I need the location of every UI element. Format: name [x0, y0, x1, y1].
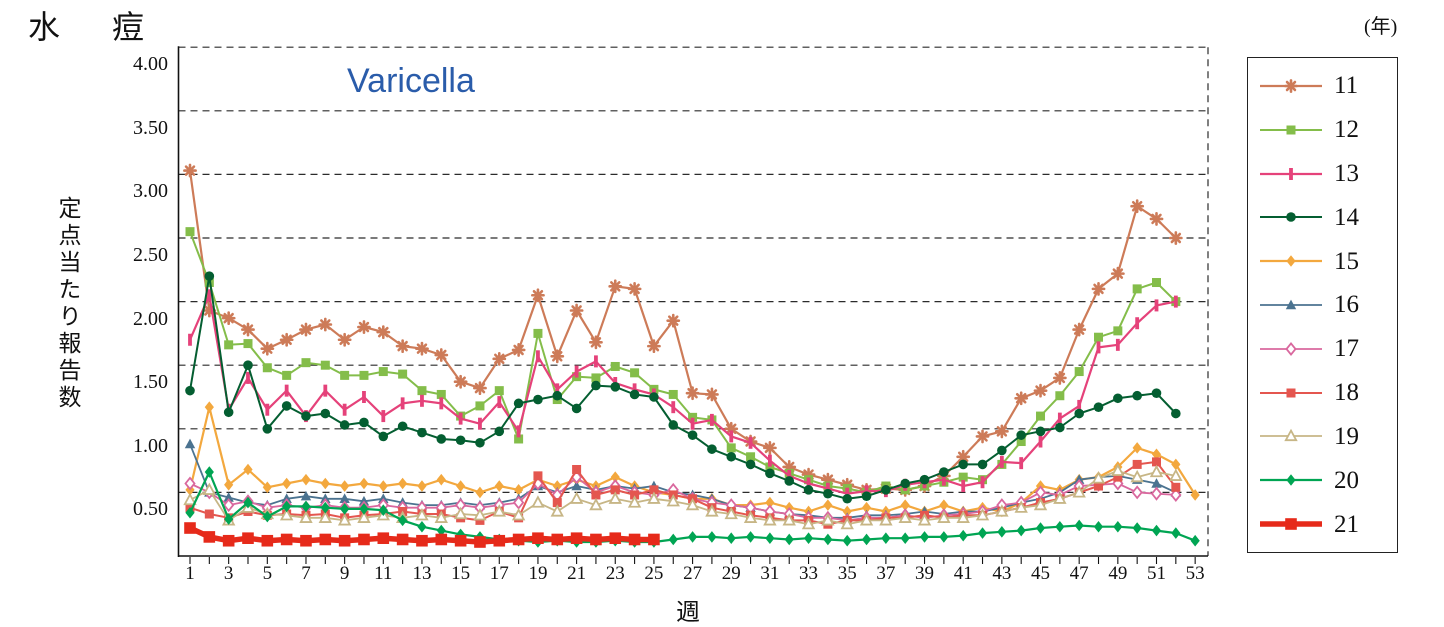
legend-diamond-icon	[1260, 474, 1322, 487]
x-tick-label: 51	[1147, 563, 1166, 584]
legend-item-12: 12	[1258, 117, 1397, 143]
x-tick-label: 5	[262, 563, 273, 584]
legend-item-11: 11	[1258, 73, 1397, 99]
series-14	[185, 271, 1181, 504]
legend-label: 12	[1334, 116, 1359, 144]
legend-label: 21	[1334, 510, 1359, 538]
legend-unit-label: (年)	[1364, 16, 1398, 38]
x-tick-label: 17	[489, 563, 509, 584]
x-tick-label: 45	[1031, 563, 1051, 584]
y-tick-label: 2.50	[133, 244, 168, 266]
legend-square-icon	[1260, 125, 1322, 135]
x-tick-label: 47	[1069, 563, 1089, 584]
legend-label: 15	[1334, 247, 1359, 275]
page-title: 水 痘	[28, 9, 155, 45]
legend-vbar-icon	[1260, 167, 1322, 180]
legend-item-16: 16	[1258, 292, 1397, 318]
x-tick-label: 31	[760, 563, 780, 584]
y-tick-label: 1.00	[133, 434, 168, 457]
y-tick-label: 1.50	[133, 371, 168, 394]
x-tick-label: 35	[837, 563, 857, 584]
y-tick-label: 3.50	[133, 116, 168, 139]
x-tick-label: 43	[992, 563, 1012, 584]
legend-diamond-icon	[1260, 255, 1322, 267]
legend: 11 12 13 14 15 16 17 18 19 20 21	[1247, 57, 1398, 553]
legend-label: 11	[1334, 72, 1359, 100]
legend-label: 16	[1334, 291, 1359, 319]
legend-item-13: 13	[1258, 161, 1397, 187]
legend-triangle-open-icon	[1260, 429, 1322, 442]
x-tick-label: 1	[185, 563, 195, 584]
legend-label: 19	[1334, 422, 1359, 450]
legend-item-14: 14	[1258, 204, 1397, 230]
x-tick-label: 21	[567, 563, 587, 584]
x-tick-label: 27	[683, 563, 703, 584]
y-tick-label: 4.00	[133, 53, 168, 76]
x-axis-title: 週	[676, 599, 700, 626]
y-tick-label: 2.00	[133, 307, 168, 330]
legend-item-19: 19	[1258, 423, 1397, 449]
gridlines	[178, 46, 1208, 493]
legend-label: 13	[1334, 160, 1359, 188]
y-axis-title: 定点当たり報告数	[55, 196, 80, 412]
x-tick-label: 53	[1185, 563, 1205, 584]
series-21	[184, 522, 660, 548]
chart-overlay-title: Varicella	[347, 62, 475, 100]
x-tick-label: 33	[799, 563, 819, 584]
y-tick-label: 0.50	[133, 498, 168, 521]
x-tick-label: 9	[339, 563, 350, 584]
legend-label: 17	[1334, 335, 1359, 363]
x-tick-label: 11	[374, 563, 393, 584]
legend-item-18: 18	[1258, 380, 1397, 406]
x-tick-label: 49	[1108, 563, 1128, 584]
legend-item-15: 15	[1258, 248, 1397, 274]
legend-label: 20	[1334, 466, 1359, 494]
x-tick-label: 13	[412, 563, 432, 584]
x-tick-label: 15	[451, 563, 471, 584]
axes	[177, 46, 1208, 564]
legend-triangle-icon	[1260, 299, 1322, 310]
legend-item-17: 17	[1258, 336, 1397, 362]
legend-asterisk-icon	[1260, 79, 1322, 93]
x-tick-label: 29	[721, 563, 741, 584]
x-tick-label: 37	[876, 563, 896, 584]
legend-item-20: 20	[1258, 467, 1397, 493]
y-tick-label: 3.00	[133, 180, 168, 203]
x-tick-label: 3	[223, 563, 234, 584]
x-tick-label: 23	[605, 563, 625, 584]
legend-label: 18	[1334, 379, 1359, 407]
legend-square-icon	[1260, 388, 1322, 398]
series-12	[185, 227, 1181, 497]
legend-diamond-open-icon	[1260, 341, 1322, 356]
x-tick-label: 25	[644, 563, 664, 584]
x-tick-label: 41	[953, 563, 973, 584]
series-11	[183, 163, 1183, 497]
legend-item-21: 21	[1258, 511, 1397, 537]
legend-label: 14	[1334, 203, 1359, 231]
legend-square-big-icon	[1260, 518, 1322, 530]
x-tick-label: 39	[915, 563, 935, 584]
x-tick-label: 7	[301, 563, 311, 584]
legend-circle-icon	[1260, 212, 1322, 223]
x-tick-label: 19	[528, 563, 548, 584]
